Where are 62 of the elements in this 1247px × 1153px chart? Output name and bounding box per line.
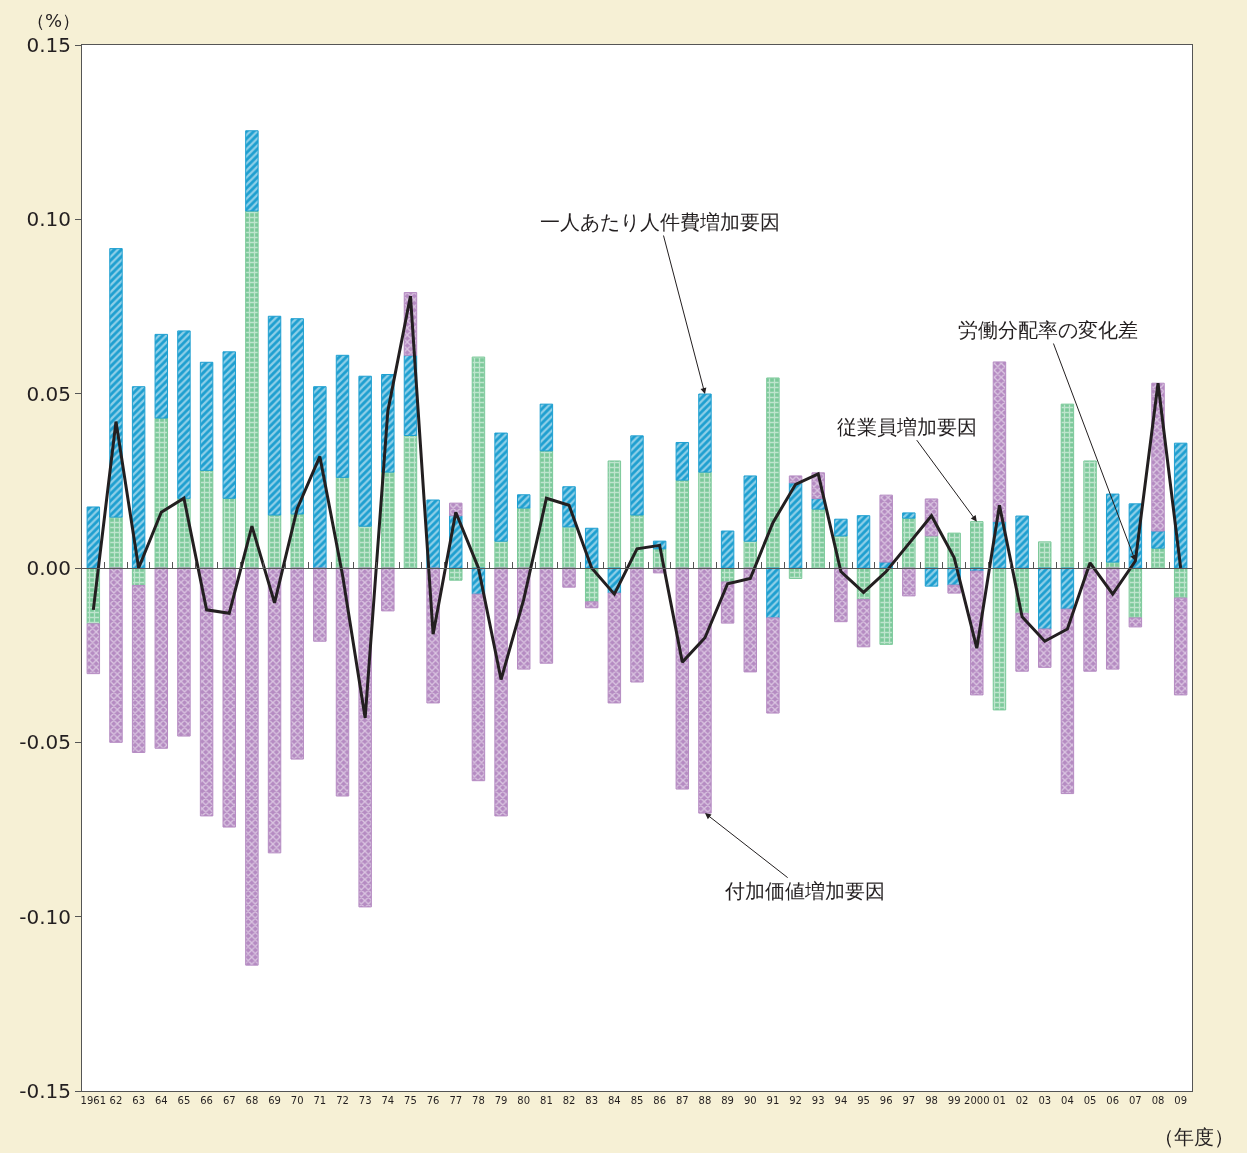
x-tick-label: 08 [1151, 1095, 1165, 1106]
x-tick-label: 89 [721, 1095, 734, 1106]
x-tick-label: 03 [1038, 1095, 1052, 1106]
x-tick-label: 77 [449, 1095, 463, 1106]
annotation: 従業員増加要因 [837, 415, 977, 439]
x-tick-label: 83 [585, 1095, 599, 1106]
x-tick-label: 82 [562, 1095, 576, 1106]
x-tick-label: 67 [222, 1095, 236, 1106]
x-tick-label: 90 [743, 1095, 757, 1106]
x-tick-label: 99 [947, 1095, 961, 1106]
x-tick-label: 76 [426, 1095, 440, 1106]
y-axis-title: （%） [27, 10, 81, 31]
x-tick-label: 80 [517, 1095, 531, 1106]
x-tick-label: 91 [766, 1095, 780, 1106]
x-tick-label: 70 [290, 1095, 304, 1106]
x-tick-label: 73 [358, 1095, 372, 1106]
y-tick-label: 0.15 [26, 33, 71, 57]
x-tick-label: 63 [132, 1095, 145, 1106]
annotation: 労働分配率の変化差 [958, 318, 1138, 342]
x-tick-label: 06 [1106, 1095, 1120, 1106]
y-tick-label: 0.00 [26, 556, 71, 580]
annotation: 付加価値増加要因 [724, 879, 885, 903]
x-tick-label: 69 [268, 1095, 281, 1106]
x-tick-label: 98 [925, 1095, 938, 1106]
x-tick-label: 1961 [80, 1095, 107, 1106]
x-tick-label: 88 [698, 1095, 712, 1106]
x-tick-label: 71 [313, 1095, 327, 1106]
x-tick-label: 65 [177, 1095, 191, 1106]
x-tick-label: 62 [109, 1095, 123, 1106]
y-tick-label: -0.10 [19, 904, 71, 929]
x-tick-label: 68 [245, 1095, 259, 1106]
x-tick-label: 64 [154, 1095, 168, 1106]
x-tick-label: 75 [404, 1095, 417, 1106]
annotation: 一人あたり人件費増加要因 [540, 210, 780, 234]
x-tick-label: 94 [834, 1095, 848, 1106]
x-tick-label: 95 [857, 1095, 870, 1106]
x-tick-label: 66 [200, 1095, 213, 1106]
x-tick-label: 97 [902, 1095, 916, 1106]
x-axis-title: （年度） [1154, 1125, 1234, 1149]
x-tick-label: 74 [381, 1095, 395, 1106]
y-tick-label: -0.15 [19, 1079, 71, 1103]
x-tick-label: 72 [336, 1095, 349, 1106]
x-tick-label: 04 [1061, 1095, 1074, 1106]
x-tick-label: 78 [472, 1095, 485, 1106]
x-tick-label: 93 [811, 1095, 825, 1106]
x-tick-label: 79 [494, 1095, 508, 1106]
x-tick-label: 92 [789, 1095, 802, 1106]
x-tick-label: 86 [653, 1095, 667, 1106]
x-tick-label: 05 [1083, 1095, 1097, 1106]
x-tick-label: 02 [1015, 1095, 1029, 1106]
x-tick-label: 09 [1174, 1095, 1188, 1106]
x-tick-label: 87 [675, 1095, 689, 1106]
x-tick-label: 01 [993, 1095, 1006, 1106]
x-tick-label: 85 [630, 1095, 644, 1106]
y-tick-label: 0.10 [26, 207, 71, 232]
y-tick-label: -0.05 [19, 730, 71, 755]
x-tick-label: 81 [540, 1095, 553, 1106]
x-tick-label: 84 [607, 1095, 621, 1106]
x-tick-label: 2000 [964, 1095, 990, 1106]
x-tick-label: 96 [879, 1095, 893, 1106]
y-tick-label: 0.05 [26, 381, 71, 406]
x-tick-label: 07 [1129, 1095, 1142, 1106]
